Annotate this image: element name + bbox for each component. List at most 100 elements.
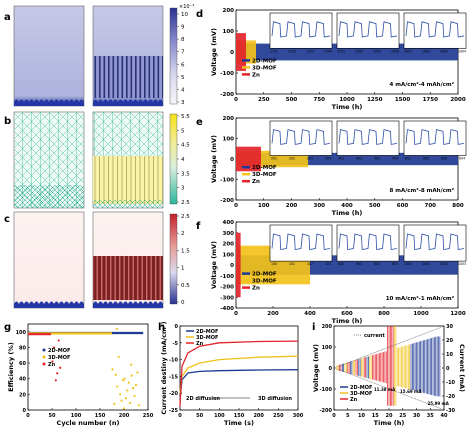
series-band-zn — [236, 33, 246, 71]
current-line-zn — [179, 340, 299, 407]
scatter-point — [122, 407, 126, 410]
series-band-zn — [236, 232, 241, 298]
y-tick-label: 100 — [223, 29, 235, 35]
x-tick-label: 25 — [399, 413, 406, 419]
legend-label: 3D-MOF — [350, 391, 372, 397]
x-tick-label: 600 — [341, 311, 353, 317]
inset-tick-label: 103 — [325, 262, 331, 266]
x-axis-label: Time (h) — [332, 209, 363, 217]
inset-tick-label: 402 — [356, 156, 362, 160]
panel-label: d — [196, 9, 203, 20]
inset-tick-label: 203 — [307, 156, 313, 160]
y-right-axis-label: Current (mA) — [458, 344, 466, 392]
scatter-point — [116, 385, 119, 388]
electrode-bumps-c — [14, 301, 163, 308]
y-tick-label: 200 — [223, 116, 235, 122]
y-right-tick-label: 20 — [446, 338, 453, 344]
scatter-point — [113, 402, 116, 405]
inset-tick-label: 204 — [325, 156, 331, 160]
colorbar-tick-label: 5 — [181, 128, 185, 134]
panel-d: d 0 250 500 750 1000 1250 1500 1750 2000 -200 -100 0… — [196, 8, 467, 111]
x-tick-label: 0 — [234, 203, 238, 209]
y-tick-label: 200 — [223, 242, 235, 248]
inset-tick-label: 604 — [459, 156, 465, 160]
scatter-point — [133, 394, 136, 398]
inset-tick-label: 401 — [338, 156, 344, 160]
inset-tick-label: 1901 — [404, 49, 412, 53]
y-tick-label: 0 — [329, 366, 333, 372]
scatter-point — [124, 397, 128, 400]
y-tick-label: -100 — [220, 71, 234, 77]
x-tick-label: 1250 — [367, 97, 382, 103]
legend-label: Zn — [350, 397, 358, 403]
x-tick-label: 250 — [143, 413, 154, 419]
y-tick-label: 200 — [322, 324, 333, 330]
legend-label: 3D-MOF — [252, 65, 277, 71]
y-tick-label: 100 — [322, 345, 333, 351]
y-axis-label: Voltage (mV) — [210, 135, 218, 183]
inset-trace — [338, 233, 398, 251]
inset-tick-label: 1501 — [337, 49, 345, 53]
inset-frame — [336, 224, 400, 262]
colorbar-tick-label: 2 — [181, 231, 185, 237]
x-tick-label: 15 — [372, 413, 379, 419]
x-tick-label: 300 — [293, 413, 304, 419]
inset-tick-label: 1001 — [422, 262, 430, 266]
y-tick-label: 0 — [23, 408, 27, 414]
inset-tick-label: 600 — [338, 262, 344, 266]
y-tick-label: 60 — [19, 361, 26, 367]
scatter-point — [129, 401, 132, 405]
inset-trace — [271, 129, 331, 145]
y-right-tick-label: -20 — [446, 394, 456, 400]
diffusion-annotation: 3D diffusion — [258, 396, 292, 402]
x-tick-label: 250 — [273, 413, 284, 419]
scatter-point — [114, 373, 117, 376]
colorbar-c — [169, 213, 178, 305]
y-right-tick-label: -30 — [446, 408, 456, 414]
x-axis-label: Time (s) — [224, 419, 254, 427]
panel-label: i — [312, 322, 315, 333]
y-tick-label: -5 — [172, 341, 178, 347]
y-tick-label: 0 — [230, 50, 234, 56]
y-tick-label: 40 — [19, 377, 26, 383]
sim-c-pillars — [93, 256, 163, 300]
legend-label: 3D-MOF — [252, 172, 277, 178]
inset-tick-label: 601 — [356, 262, 362, 266]
x-tick-label: 1000 — [413, 311, 428, 317]
mesh-fine-b-right — [93, 200, 163, 208]
scatter-point — [111, 368, 114, 371]
scatter-point — [59, 366, 62, 369]
x-tick-label: 10 — [358, 413, 365, 419]
panel-label: e — [196, 117, 203, 128]
inset-tick-label: 1003 — [458, 262, 466, 266]
scatter-point — [126, 389, 129, 392]
electrode-bumps-a — [14, 99, 163, 106]
scatter-point — [130, 374, 133, 377]
inset-trace — [338, 129, 398, 145]
y-right-tick-label: -10 — [446, 380, 456, 386]
plot-frame — [27, 323, 149, 411]
y-tick-label: -400 — [220, 306, 234, 312]
legend-label: 2D-MOF — [196, 329, 218, 335]
x-tick-label: 1750 — [423, 97, 438, 103]
inset-tick-label: 1101 — [270, 49, 278, 53]
colorbar-tick-label: 8 — [181, 37, 185, 43]
y-right-tick-label: 0 — [446, 366, 450, 372]
inset-tick-label: 602 — [374, 262, 380, 266]
condition-annotation: 10 mA/cm²-1 mAh/cm² — [386, 295, 455, 302]
inset-trace — [271, 21, 331, 38]
x-tick-label: 750 — [314, 97, 326, 103]
sim-c-left — [13, 211, 85, 309]
inset-tick-label: 202 — [289, 156, 295, 160]
y-tick-label: 200 — [223, 8, 235, 14]
inset-trace — [271, 233, 331, 251]
y-tick-label: 300 — [223, 231, 235, 237]
x-tick-label: 2000 — [450, 97, 465, 103]
y-tick-label: 100 — [223, 252, 235, 258]
legend-label: 2D-MOF — [252, 165, 277, 171]
x-tick-label: 0 — [234, 97, 238, 103]
y-tick-label: -300 — [220, 295, 234, 301]
panel-label-b: b — [4, 116, 11, 127]
